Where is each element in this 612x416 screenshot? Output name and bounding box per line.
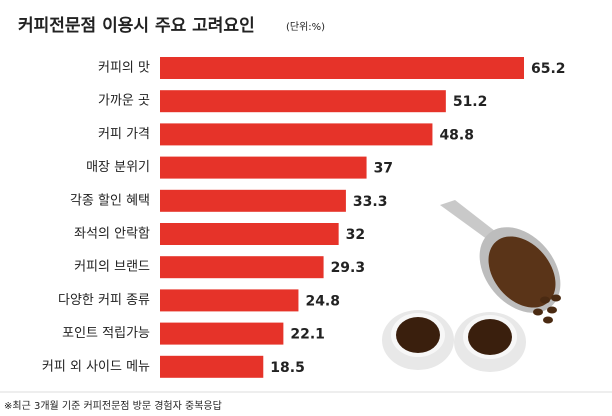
- bar: [160, 256, 324, 279]
- value-label: 48.8: [439, 127, 474, 143]
- bar: [160, 90, 446, 113]
- bar: [160, 289, 299, 312]
- bar: [160, 123, 433, 146]
- bar: [160, 223, 339, 245]
- chart-title: 커피전문점 이용시 주요 고려요인: [18, 16, 255, 36]
- value-label: 33.3: [353, 194, 388, 210]
- bar: [160, 156, 367, 179]
- category-label: 포인트 적립가능: [62, 326, 150, 341]
- value-label: 32: [346, 227, 365, 243]
- bar: [160, 57, 524, 79]
- category-label: 좌석의 안락함: [74, 227, 150, 242]
- category-label: 커피의 맛: [98, 61, 150, 76]
- bar: [160, 322, 284, 345]
- category-label: 커피 외 사이드 메뉴: [42, 359, 150, 374]
- category-label: 매장 분위기: [86, 160, 150, 175]
- value-label: 37: [374, 161, 393, 177]
- category-label: 가까운 곳: [98, 94, 150, 109]
- category-label: 다양한 커피 종류: [58, 293, 150, 308]
- category-label: 커피의 브랜드: [74, 260, 150, 275]
- value-label: 24.8: [305, 293, 340, 309]
- coffee-illustration: [382, 200, 561, 372]
- footnote: ※최근 3개월 기준 커피전문점 방문 경험자 중복응답: [4, 399, 222, 412]
- chart-subtitle: (단위:%): [286, 20, 325, 33]
- bar: [160, 189, 346, 212]
- value-label: 22.1: [290, 327, 325, 343]
- category-label: 커피 가격: [98, 127, 150, 142]
- bar: [160, 355, 264, 378]
- category-label: 각종 할인 혜택: [70, 193, 150, 208]
- value-label: 51.2: [453, 94, 488, 110]
- value-label: 18.5: [270, 360, 305, 376]
- value-label: 29.3: [331, 260, 366, 276]
- value-label: 65.2: [531, 61, 566, 77]
